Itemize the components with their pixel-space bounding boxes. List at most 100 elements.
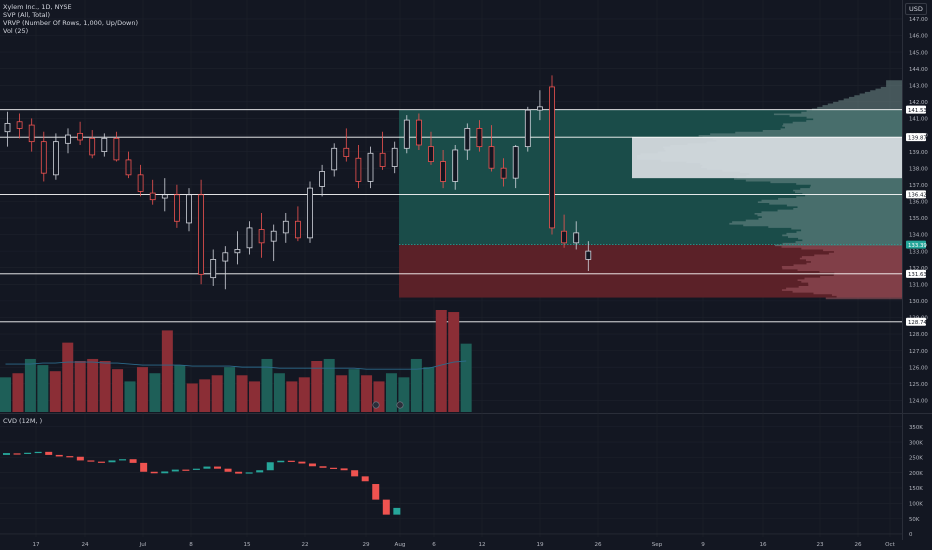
level-label-bg: [906, 317, 926, 326]
candle-body: [379, 152, 386, 167]
cvd-tick-label: 150K: [909, 486, 923, 492]
candle-body: [149, 192, 156, 201]
indicator-vrvp[interactable]: VRVP (Number Of Rows, 1,000, Up/Down): [3, 19, 139, 27]
candle-body: [355, 157, 362, 182]
candle-body: [198, 194, 205, 275]
candle-body: [270, 230, 277, 242]
level-label: 141.53: [908, 108, 927, 114]
price-tick-label: 127.00: [909, 349, 928, 355]
volume-bar: [186, 383, 198, 412]
cvd-candle: [235, 471, 243, 474]
volume-profile: [399, 80, 902, 300]
candle-body: [500, 167, 507, 179]
cvd-candle: [192, 468, 200, 470]
cvd-candle: [361, 476, 369, 482]
volume-bar: [410, 358, 422, 412]
time-tick-label: 6: [432, 542, 436, 548]
price-tick-label: 147.00: [909, 17, 928, 23]
volume-bars: [0, 310, 472, 412]
price-tick-label: 144.00: [909, 67, 928, 73]
candle-body: [488, 146, 495, 169]
price-tick-label: 142.00: [909, 100, 928, 106]
symbol-line[interactable]: Xylem Inc., 1D, NYSE: [3, 3, 72, 11]
candle-body: [16, 121, 23, 129]
candle-body: [331, 147, 338, 171]
price-tick-label: 145.00: [909, 50, 928, 56]
candle-body: [210, 259, 217, 279]
indicator-svp[interactable]: SVP (All, Total): [3, 11, 51, 19]
earnings-marker-icon[interactable]: [372, 401, 380, 409]
volume-profile-down-bars: [781, 246, 902, 300]
cvd-candle: [245, 472, 253, 474]
volume-bar: [460, 343, 472, 412]
level-label: 139.87: [908, 135, 927, 141]
volume-bar: [0, 377, 11, 412]
indicator-vol[interactable]: Vol (25): [3, 27, 29, 35]
candle-body: [391, 147, 398, 167]
candle-body: [428, 146, 434, 162]
candle-body: [53, 141, 59, 176]
volume-bar: [311, 361, 323, 412]
volume-bar: [273, 373, 285, 412]
time-tick-label: 19: [536, 542, 544, 548]
price-tick-label: 126.00: [909, 365, 928, 371]
volume-bar: [149, 373, 161, 412]
time-tick-label: 22: [301, 542, 308, 548]
cvd-tick-label: 250K: [909, 456, 923, 462]
price-candles: [4, 75, 592, 290]
price-tick-label: 134.00: [909, 233, 928, 239]
time-tick-label: 16: [759, 542, 767, 548]
price-tick-label: 143.00: [909, 83, 928, 89]
cvd-candle: [150, 471, 158, 474]
cvd-candle: [340, 468, 348, 471]
cvd-candle: [34, 451, 42, 454]
cvd-tick-label: 100K: [909, 502, 923, 508]
level-label: 136.42: [908, 193, 927, 199]
volume-bar: [236, 375, 248, 412]
candle-body: [282, 220, 289, 234]
level-label: 131.63: [908, 272, 927, 278]
currency-button[interactable]: USD: [905, 3, 927, 15]
candle-body: [40, 141, 47, 174]
volume-bar: [112, 369, 124, 412]
cvd-candle: [45, 451, 53, 455]
cvd-tick-label: 0: [909, 532, 913, 538]
candle-body: [294, 220, 301, 239]
candle-body: [561, 230, 567, 244]
volume-bar: [361, 375, 373, 412]
time-tick-label: Jul: [139, 542, 147, 548]
volume-bar: [323, 358, 335, 412]
cvd-tick-label: 300K: [909, 440, 923, 446]
volume-bar: [249, 381, 260, 412]
candle-body: [440, 161, 447, 182]
volume-bar: [435, 310, 447, 412]
volume-bar: [37, 365, 49, 412]
cvd-candle: [140, 462, 148, 472]
cvd-candle: [256, 470, 264, 473]
price-tick-label: 130.00: [909, 299, 928, 305]
cvd-tick-label: 50K: [909, 517, 920, 523]
time-tick-label: 23: [816, 542, 824, 548]
cvd-legend: CVD (12M, ): [3, 417, 42, 425]
time-tick-label: 26: [854, 542, 862, 548]
candle-body: [524, 109, 531, 148]
candle-body: [222, 252, 229, 262]
cvd-candle: [393, 507, 401, 515]
volume-bar: [49, 371, 61, 412]
event-markers: [372, 401, 404, 409]
candle-body: [246, 227, 253, 249]
dividend-marker-icon[interactable]: [396, 401, 404, 409]
time-tick-label: Oct: [885, 542, 895, 548]
volume-bar: [12, 373, 24, 412]
price-tick-label: 138.00: [909, 166, 928, 172]
candle-body: [537, 106, 543, 111]
cvd-candle: [76, 456, 84, 461]
cvd-title[interactable]: CVD (12M, ): [3, 417, 43, 425]
candle-body: [125, 159, 132, 176]
candle-body: [476, 127, 483, 148]
candle-body: [137, 174, 144, 192]
cvd-candle: [97, 461, 105, 463]
volume-bar: [385, 373, 397, 412]
cvd-candle: [372, 484, 380, 500]
